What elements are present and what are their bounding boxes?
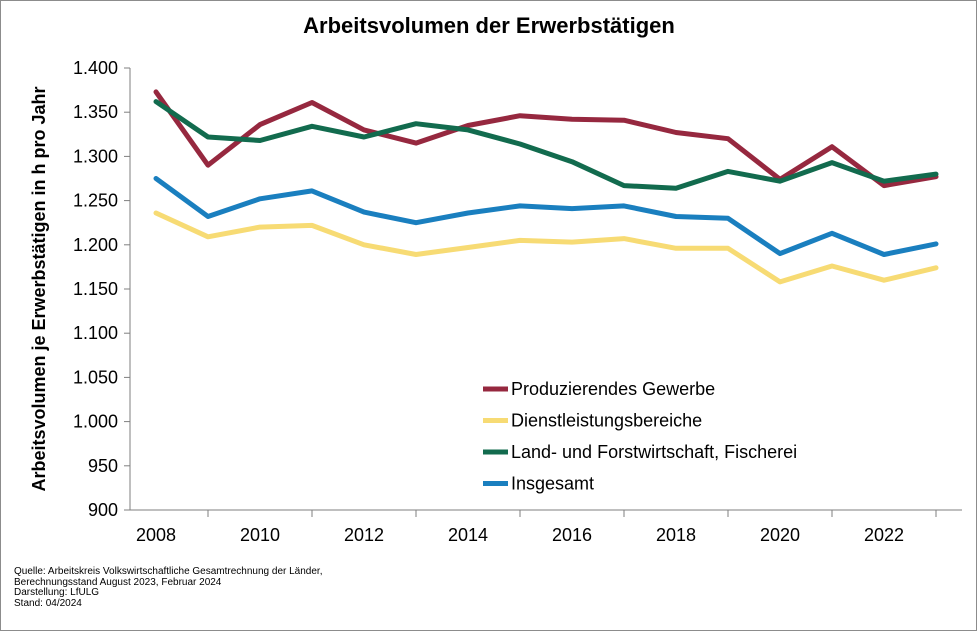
y-tick-label: 1.000 [73,412,118,432]
x-tick-label: 2020 [760,525,800,545]
y-tick-label: 1.250 [73,191,118,211]
x-tick-label: 2014 [448,525,488,545]
chart-notes: Quelle: Arbeitskreis Volkswirtschaftlich… [14,566,323,609]
legend-label: Insgesamt [511,474,594,494]
series-lines [153,89,939,285]
series-line [153,176,939,257]
series-line [153,89,939,189]
chart-title: Arbeitsvolumen der Erwerbstätigen [303,13,675,38]
y-tick-label: 1.350 [73,102,118,122]
x-tick-label: 2018 [656,525,696,545]
y-axis-label: Arbeitsvolumen je Erwerbstätigen in h pr… [29,86,49,491]
x-tick-label: 2010 [240,525,280,545]
legend-label: Dienstleistungsbereiche [511,411,702,431]
y-tick-label: 1.150 [73,279,118,299]
y-tick-label: 950 [88,456,118,476]
status-line: Stand: 04/2024 [14,597,82,609]
x-tick-labels: 2008 2010 2012 2014 2016 2018 2020 2022 [136,525,904,545]
y-tick-label: 1.100 [73,323,118,343]
series-line [153,210,939,285]
credit-line: Darstellung: LfULG [14,587,100,599]
legend: Produzierendes Gewerbe Dienstleistungsber… [483,379,797,494]
y-tick-label: 900 [88,500,118,520]
y-tick-labels: 900 950 1.000 1.050 1.100 1.150 1.200 1.250 1.30… [73,58,118,520]
series-line [153,99,939,191]
x-tick-label: 2022 [864,525,904,545]
y-tick-label: 1.400 [73,58,118,78]
y-tick-label: 1.300 [73,146,118,166]
x-tick-label: 2012 [344,525,384,545]
axes [124,67,962,517]
y-tick-label: 1.200 [73,235,118,255]
y-tick-label: 1.050 [73,367,118,387]
source-line-2: Berechnungsstand August 2023, Februar 20… [14,576,222,588]
source-line-1: Quelle: Arbeitskreis Volkswirtschaftlich… [14,566,323,577]
legend-label: Produzierendes Gewerbe [511,379,715,399]
x-tick-label: 2016 [552,525,592,545]
x-tick-label: 2008 [136,525,176,545]
legend-label: Land- und Forstwirtschaft, Fischerei [511,442,797,462]
